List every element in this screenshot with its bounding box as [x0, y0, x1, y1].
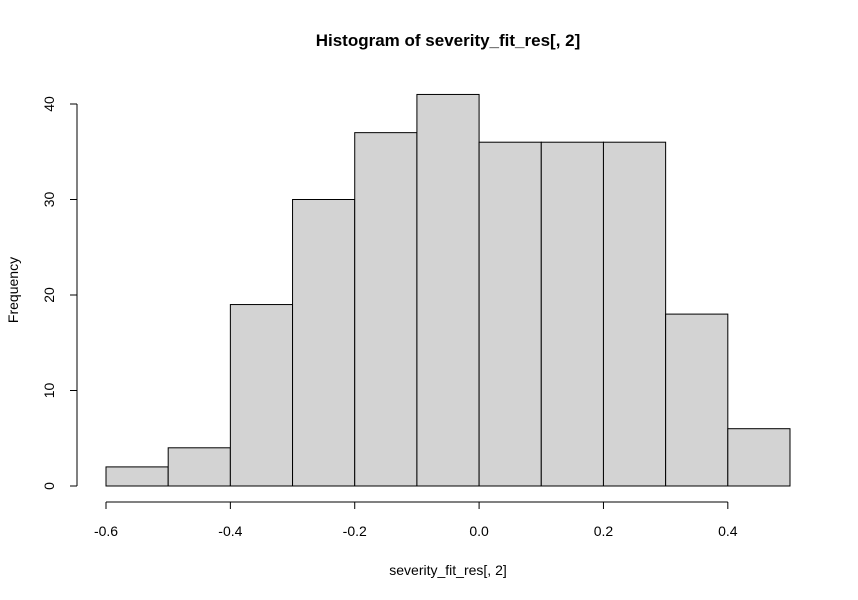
y-tick-label-3: 30 [41, 192, 57, 208]
x-axis: -0.6 -0.4 -0.2 0.0 0.2 0.4 [94, 501, 738, 539]
chart-title: Histogram of severity_fit_res[, 2] [316, 31, 581, 50]
y-tick-label-4: 40 [41, 96, 57, 112]
histogram-bar-0 [105, 466, 169, 487]
x-tick-label-5: 0.4 [718, 523, 738, 539]
y-axis-label: Frequency [5, 257, 21, 323]
histogram-bar-9 [665, 313, 729, 487]
histogram-bar-4 [354, 132, 418, 487]
y-axis: 0 10 20 30 40 [41, 96, 78, 490]
bars-group [105, 93, 791, 487]
y-tick-label-2: 20 [41, 287, 57, 303]
histogram-bar-3 [292, 199, 356, 487]
histogram-bar-6 [478, 141, 542, 487]
x-tick-label-3: 0.0 [469, 523, 489, 539]
x-tick-label-1: -0.4 [218, 523, 242, 539]
histogram-bar-2 [229, 304, 294, 487]
histogram-bar-5 [416, 93, 480, 487]
x-tick-label-4: 0.2 [594, 523, 614, 539]
x-tick-label-2: -0.2 [343, 523, 367, 539]
x-tick-label-0: -0.6 [94, 523, 118, 539]
histogram-bar-8 [602, 141, 667, 487]
histogram-bar-10 [727, 428, 791, 487]
y-tick-label-0: 0 [41, 482, 57, 490]
y-tick-label-1: 10 [41, 383, 57, 399]
x-axis-label: severity_fit_res[, 2] [389, 562, 507, 578]
histogram-bar-1 [167, 447, 231, 487]
histogram-bar-7 [540, 141, 604, 487]
